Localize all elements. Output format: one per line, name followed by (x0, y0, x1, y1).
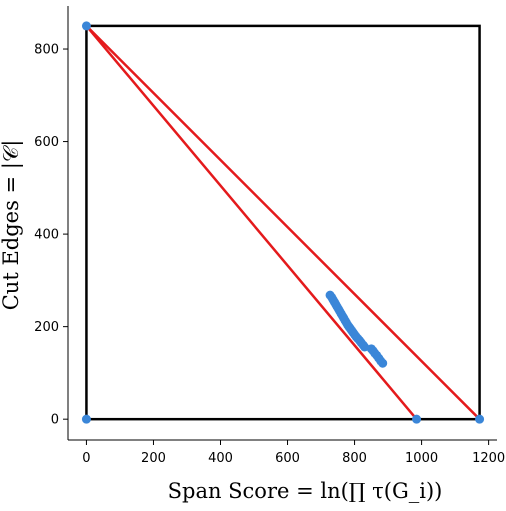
data-point (378, 358, 388, 368)
y-tick-label: 400 (34, 228, 59, 243)
y-tick-label: 200 (34, 320, 59, 335)
y-tick-label: 800 (34, 43, 59, 58)
y-ticks: 0 200 400 600 800 (34, 43, 68, 428)
corner-points (81, 21, 485, 424)
axes-spines (67, 6, 497, 441)
y-tick-label: 600 (34, 135, 59, 150)
x-tick-label: 200 (141, 451, 166, 466)
x-axis-label-text: Span Score = ln(∏ τ(G_i)) (168, 479, 443, 503)
x-tick-label: 400 (208, 451, 233, 466)
data-points (325, 290, 388, 368)
red-line (85, 24, 481, 421)
y-axis-label: Cut Edges = |𝒞| (0, 140, 24, 311)
red-line (85, 24, 418, 421)
x-ticks: 0 200 400 600 800 1000 1200 (82, 440, 505, 466)
corner-point (412, 414, 422, 424)
x-tick-label: 1200 (472, 451, 505, 466)
x-tick-label: 0 (82, 451, 90, 466)
y-tick-label: 0 (51, 413, 59, 428)
corner-point (475, 414, 485, 424)
y-axis-label-text: Cut Edges = |𝒞| (0, 140, 24, 311)
corner-point (81, 414, 91, 424)
x-tick-label: 600 (275, 451, 300, 466)
x-axis-label: Span Score = ln(∏ τ(G_i)) (168, 479, 443, 503)
bounding-box (85, 24, 481, 421)
x-tick-label: 1000 (405, 451, 438, 466)
corner-point (81, 21, 91, 31)
x-tick-label: 800 (342, 451, 367, 466)
red-lines (85, 24, 481, 421)
